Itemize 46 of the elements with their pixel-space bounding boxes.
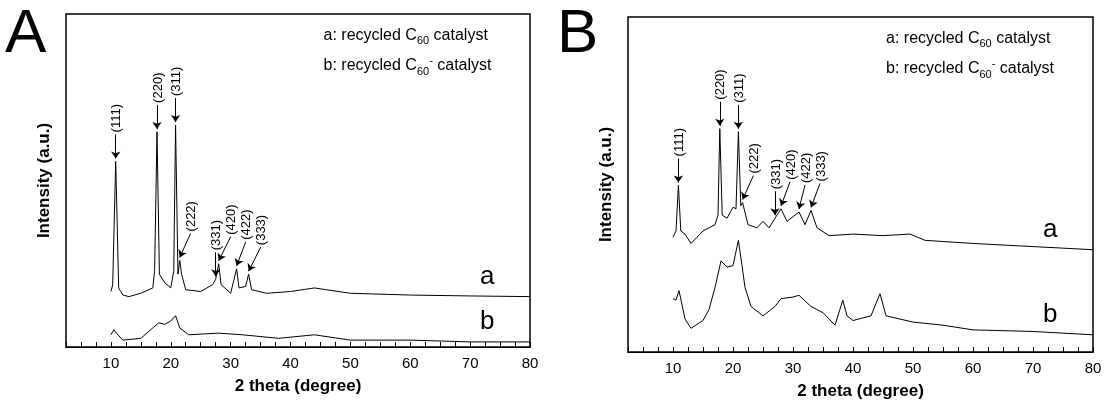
annotation: (222) — [183, 201, 199, 232]
x-tick-label: 60 — [401, 354, 419, 371]
annotation: (220) — [712, 69, 728, 100]
annotation: (420) — [782, 149, 798, 180]
text: a: recycled C$_{60}$ catalyst — [886, 29, 1051, 50]
x-tick-label: 70 — [1024, 359, 1042, 376]
series-label: b — [480, 304, 495, 335]
annotation: (111) — [108, 103, 124, 133]
text: a: recycled C$_{60}$ catalyst — [323, 26, 488, 47]
annotation: (333) — [812, 151, 828, 182]
y-axis-title: Intensity (a.u.) — [34, 122, 53, 239]
x-tick-label: 50 — [904, 359, 922, 376]
chart-title: B — [557, 0, 599, 65]
text: b: recycled C$_{60}$$^{-}$ catalyst — [886, 57, 1055, 80]
series-label: a — [480, 259, 495, 290]
chart-title: A — [5, 0, 47, 65]
annotation: (111) — [670, 127, 686, 157]
x-tick-label: 70 — [461, 354, 479, 371]
annotation: (311) — [730, 73, 746, 103]
annotation: (331) — [208, 219, 224, 251]
series-label: b — [1043, 297, 1058, 328]
annotation: (422) — [797, 152, 813, 183]
annotation: (311) — [168, 66, 184, 96]
x-tick-label: 20 — [724, 359, 742, 376]
annotation: (333) — [253, 214, 269, 246]
annotation: (220) — [149, 72, 165, 103]
x-axis-title: 2 theta (degree) — [797, 381, 924, 400]
x-tick-label: 60 — [964, 359, 982, 376]
x-tick-label: 30 — [784, 359, 802, 376]
x-tick-label: 30 — [222, 354, 239, 371]
y-axis-title: Intensity (a.u.) — [596, 126, 615, 243]
x-tick-label: 10 — [102, 354, 120, 371]
x-tick-label: 10 — [664, 359, 682, 376]
x-axis-title: 2 theta (degree) — [234, 376, 362, 395]
text: b: recycled C$_{60}$$^{-}$ catalyst — [323, 54, 492, 77]
annotation: (331) — [767, 158, 783, 190]
x-tick-label: 80 — [1084, 359, 1102, 376]
series-label: a — [1043, 212, 1058, 243]
x-tick-label: 20 — [162, 354, 180, 371]
annotation: (222) — [745, 143, 761, 174]
x-tick-label: 40 — [282, 354, 299, 371]
x-tick-label: 80 — [521, 354, 539, 371]
annotation: (420) — [223, 204, 239, 235]
annotation: (422) — [238, 209, 254, 240]
x-tick-label: 50 — [342, 354, 359, 371]
x-tick-label: 40 — [844, 359, 862, 376]
